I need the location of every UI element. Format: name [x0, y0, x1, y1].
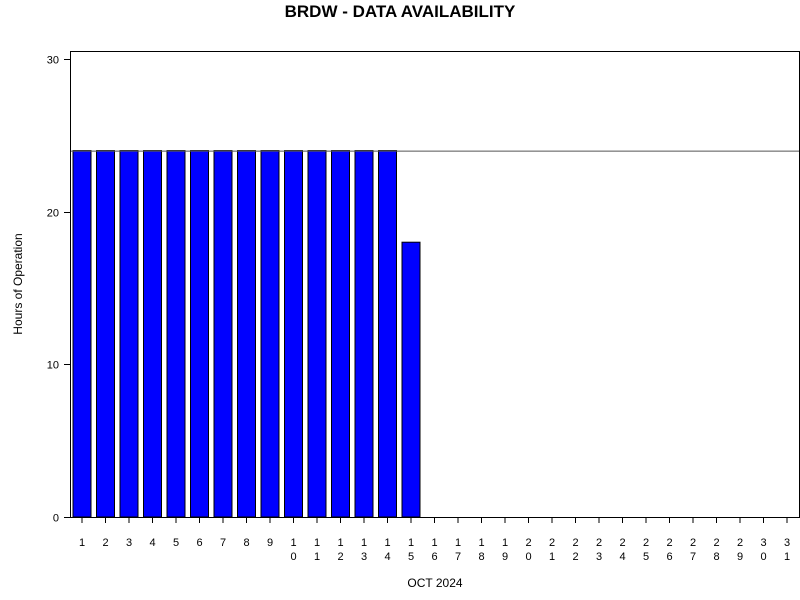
bars-group [72, 150, 421, 518]
y-axis-label: Hours of Operation [11, 233, 25, 334]
bar-day-5 [166, 150, 186, 518]
bar-day-4 [143, 150, 162, 518]
bar-day-14 [378, 150, 397, 518]
bar-day-12 [331, 150, 350, 518]
y-axis: 0 10 20 30 [47, 55, 71, 525]
y-tick-label-30: 30 [47, 55, 59, 67]
chart-title: BRDW - DATA AVAILABILITY [285, 2, 516, 21]
x-tick-label-5: 5 [173, 537, 179, 549]
bar-day-6 [190, 150, 209, 518]
bar-day-8 [237, 150, 256, 518]
bar-day-15 [401, 241, 421, 518]
x-tick-label-1: 1 [79, 537, 85, 549]
y-tick-label-10: 10 [47, 360, 59, 372]
x-tick-label-9: 9 [267, 537, 273, 549]
x-axis-label: OCT 2024 [407, 576, 462, 590]
bar-day-7 [213, 150, 233, 518]
x-tick-label-8: 8 [243, 537, 249, 549]
x-tick-label-4: 4 [149, 537, 155, 549]
y-tick-label-0: 0 [53, 513, 59, 525]
x-tick-label-3: 3 [126, 537, 132, 549]
bar-day-9 [260, 150, 280, 518]
bar-day-2 [96, 150, 115, 518]
x-tick-label-2: 2 [102, 537, 108, 549]
bar-day-13 [354, 150, 374, 518]
bar-day-10 [284, 150, 303, 518]
y-tick-label-20: 20 [47, 208, 59, 220]
x-axis: 1 2 3 4 5 6 7 8 9 1 01 11 21 31 41 51 61 71 81 92 02 12 22 32 42… [79, 517, 790, 563]
bar-day-3 [119, 150, 139, 518]
x-tick-label-7: 7 [220, 537, 226, 549]
bar-day-1 [72, 150, 92, 518]
x-tick-label-6: 6 [196, 537, 202, 549]
bar-day-11 [307, 150, 327, 518]
